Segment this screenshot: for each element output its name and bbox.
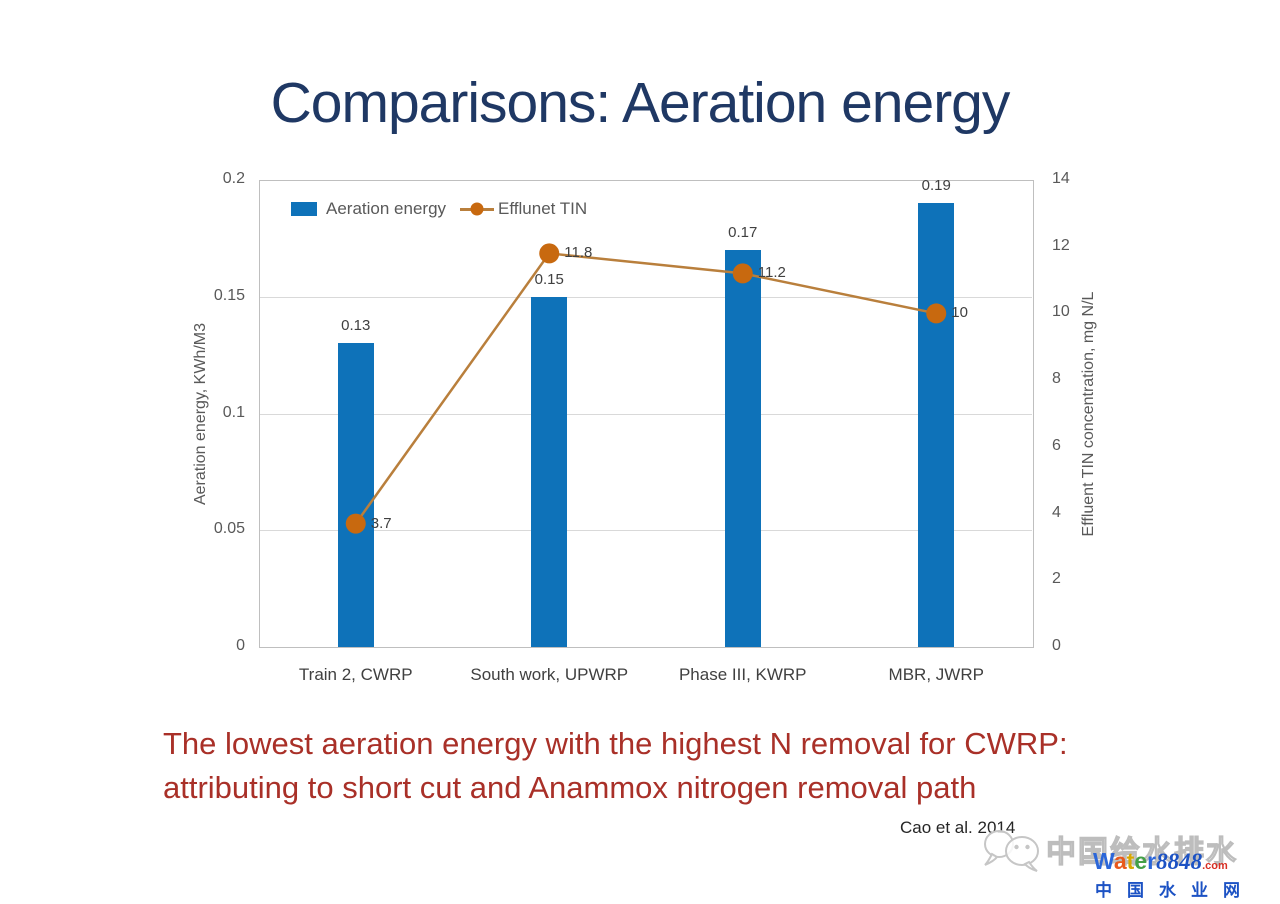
x-axis-category-label: Train 2, CWRP	[298, 665, 413, 684]
slide-title: Comparisons: Aeration energy	[270, 71, 1011, 135]
legend-bar-swatch-icon	[291, 202, 317, 216]
right-axis-tick-label: 14	[1052, 170, 1070, 187]
caption-line-1: The lowest aeration energy with the high…	[163, 726, 1068, 761]
brand-tld: .com	[1202, 860, 1228, 872]
aeration-energy-bar	[531, 296, 568, 647]
wechat-bubbles-icon	[984, 830, 1039, 872]
citation: Cao et al. 2014	[900, 818, 1016, 837]
brand-word: Water	[1093, 848, 1156, 874]
left-axis-tick-label: 0	[236, 637, 245, 654]
aeration-energy-bar	[918, 203, 955, 647]
brand-letter: r	[1147, 848, 1157, 874]
brand-number: 8848	[1156, 849, 1203, 874]
brand-letter: a	[1113, 848, 1127, 874]
brand-letter: t	[1126, 848, 1135, 874]
x-axis-category-label: South work, UPWRP	[470, 665, 629, 684]
left-axis-tick-label: 0.05	[213, 520, 245, 538]
watermark-brand-logo: Water8848.com	[1093, 848, 1228, 875]
right-axis-tick-label: 8	[1052, 370, 1061, 388]
gridline	[260, 414, 1032, 415]
right-axis-tick-label: 0	[1052, 637, 1061, 654]
x-axis-category-label: MBR, JWRP	[888, 665, 984, 684]
watermark-cn-blue-text: 中国水业网	[1095, 881, 1255, 900]
watermark-outline-text: 中国给水排水	[1045, 835, 1238, 869]
aeration-energy-bar	[724, 250, 761, 647]
right-axis-tick-label: 10	[1052, 303, 1070, 321]
legend-label-efflunet-tin: Efflunet TIN	[498, 199, 588, 218]
brand-letter: e	[1134, 848, 1148, 874]
bar-value-label: 0.15	[534, 270, 564, 288]
x-axis-category-label: Phase III, KWRP	[678, 665, 807, 684]
tin-value-label: 11.8	[564, 244, 593, 262]
gridline	[260, 530, 1032, 531]
tin-value-label: 3.7	[370, 514, 392, 532]
tin-value-label: 10	[951, 304, 968, 322]
caption-line-2: attributing to short cut and Anammox nit…	[163, 770, 977, 805]
tin-value-label: 11.2	[757, 264, 786, 282]
right-axis-tick-label: 12	[1052, 236, 1070, 254]
aeration-energy-bar	[337, 343, 374, 647]
gridline	[260, 297, 1032, 298]
left-axis-tick-label: 0.1	[222, 403, 245, 421]
right-axis-tick-label: 6	[1052, 436, 1061, 454]
left-axis-tick-label: 0.15	[213, 286, 245, 304]
right-axis-tick-label: 2	[1052, 570, 1061, 588]
bar-value-label: 0.19	[921, 177, 951, 195]
legend-label-aeration-energy: Aeration energy	[326, 199, 447, 218]
bar-value-label: 0.13	[341, 317, 371, 335]
right-axis-title: Effluent TIN concentration, mg N/L	[1080, 291, 1097, 537]
chart-legend: Aeration energy Efflunet TIN	[291, 199, 588, 218]
legend-marker-dot-icon	[470, 202, 484, 216]
caption: The lowest aeration energy with the high…	[163, 722, 1068, 810]
left-axis-tick-label: 0.2	[222, 170, 245, 187]
legend-line-swatch-icon	[460, 202, 495, 216]
bar-value-label: 0.17	[728, 224, 758, 242]
brand-letter: W	[1093, 848, 1114, 874]
right-axis-tick-label: 4	[1052, 503, 1061, 521]
